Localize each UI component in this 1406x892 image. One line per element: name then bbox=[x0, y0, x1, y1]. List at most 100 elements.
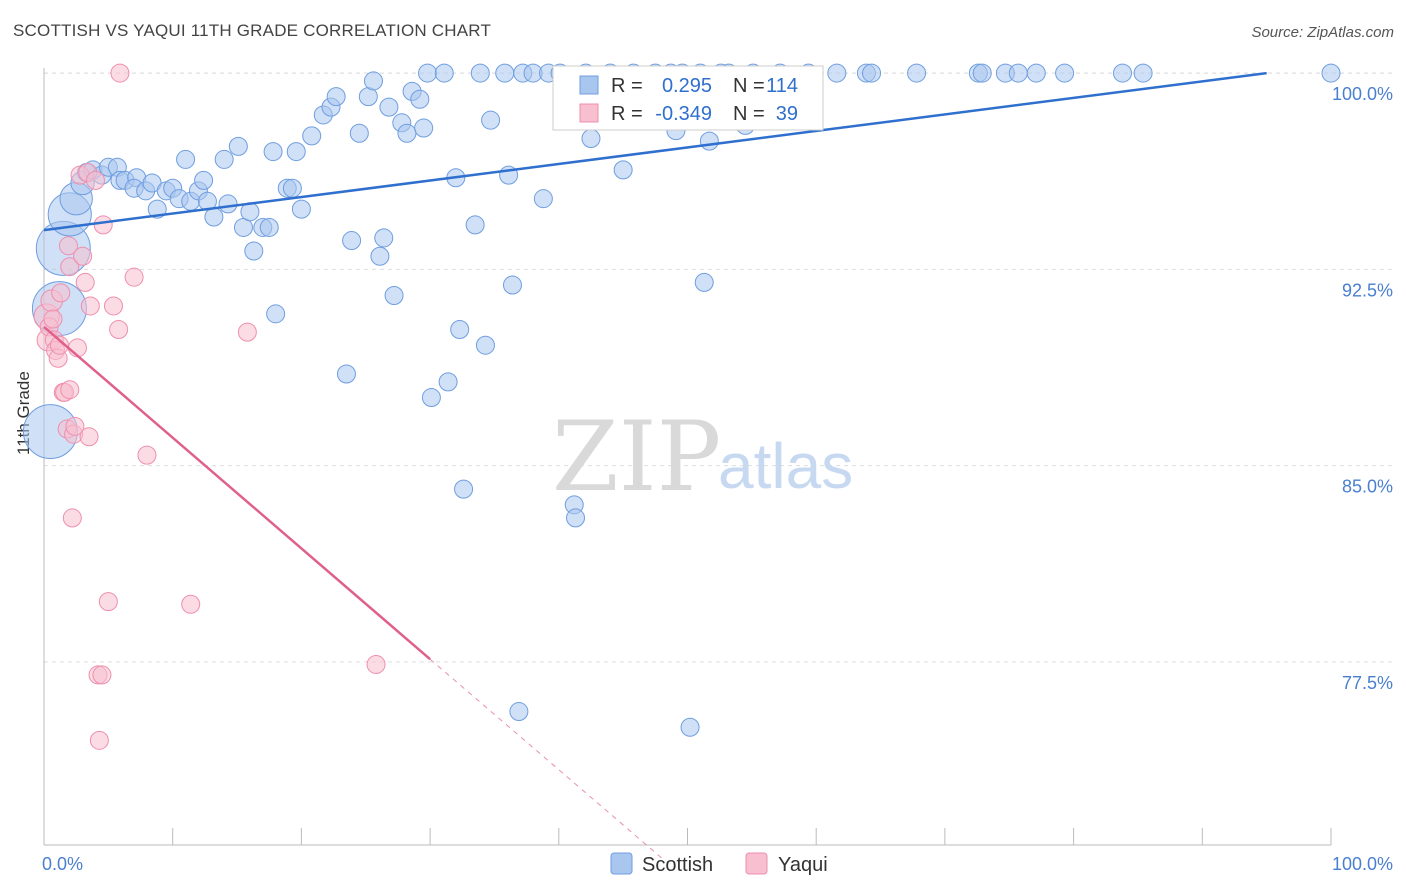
y-tick-label: 92.5% bbox=[1342, 280, 1393, 300]
scottish-point bbox=[862, 63, 882, 83]
yaqui-trendline bbox=[43, 325, 431, 661]
scottish-point bbox=[302, 126, 322, 146]
x-tick-label: 0.0% bbox=[42, 854, 83, 874]
scottish-point bbox=[326, 87, 346, 107]
yaqui-point bbox=[62, 508, 82, 528]
scottish-trendline bbox=[43, 71, 1267, 232]
scottish-point bbox=[282, 178, 302, 198]
scottish-point bbox=[1133, 63, 1153, 83]
scottish-point bbox=[418, 63, 438, 83]
yaqui-point bbox=[92, 665, 112, 685]
scottish-point bbox=[827, 63, 847, 83]
scottish-point bbox=[495, 63, 515, 83]
scottish-point bbox=[244, 241, 264, 261]
yaqui-point bbox=[80, 296, 100, 316]
scottish-point bbox=[410, 89, 430, 109]
stats-n-label-yaqui: N = bbox=[733, 103, 765, 125]
legend-label-yaqui: Yaqui bbox=[778, 854, 828, 876]
yaqui-point bbox=[43, 309, 63, 329]
yaqui-point bbox=[89, 730, 109, 750]
scottish-point bbox=[465, 215, 485, 235]
stats-r-label-yaqui: R = bbox=[611, 103, 643, 125]
yaqui-point bbox=[110, 63, 130, 83]
scottish-point bbox=[204, 207, 224, 227]
scottish-point bbox=[1026, 63, 1046, 83]
scottish-point bbox=[259, 217, 279, 237]
yaqui-trendline-extension bbox=[429, 658, 663, 859]
source-label: Source: ZipAtlas.com bbox=[1251, 24, 1394, 41]
yaqui-point bbox=[75, 272, 95, 292]
y-tick-label: 85.0% bbox=[1342, 477, 1393, 497]
x-tick-label: 100.0% bbox=[1332, 854, 1393, 874]
y-tick-label: 77.5% bbox=[1342, 673, 1393, 693]
scottish-point bbox=[481, 110, 501, 130]
stats-legend-box: R = 0.295 N = 114 R = -0.349 N = 39 bbox=[552, 65, 824, 131]
scottish-point bbox=[263, 142, 283, 162]
scottish-point bbox=[470, 63, 490, 83]
scottish-point bbox=[228, 136, 248, 156]
scottish-point bbox=[266, 304, 286, 324]
stats-swatch-scottish bbox=[579, 75, 599, 95]
stats-n-value-yaqui: 39 bbox=[776, 103, 798, 125]
yaqui-point bbox=[124, 267, 144, 287]
scottish-point bbox=[176, 149, 196, 169]
scottish-point bbox=[414, 118, 434, 138]
scottish-point bbox=[475, 335, 495, 355]
scottish-point bbox=[379, 97, 399, 117]
scottish-point bbox=[336, 364, 356, 384]
scottish-point bbox=[374, 228, 394, 248]
yaqui-point bbox=[137, 445, 157, 465]
yaqui-point bbox=[237, 322, 257, 342]
yaqui-point bbox=[60, 380, 80, 400]
watermark-zip: ZIP bbox=[552, 401, 721, 513]
trendlines bbox=[43, 71, 1267, 859]
scottish-point bbox=[581, 129, 601, 148]
yaqui-point bbox=[73, 246, 93, 266]
yaqui-point bbox=[109, 320, 129, 340]
scottish-point bbox=[363, 71, 383, 91]
yaqui-point bbox=[58, 236, 78, 256]
yaqui-point bbox=[98, 592, 118, 612]
yaqui-points bbox=[33, 63, 386, 750]
gridlines bbox=[44, 72, 1396, 663]
scottish-point bbox=[218, 194, 238, 214]
stats-r-value-yaqui: -0.349 bbox=[655, 103, 712, 125]
scottish-point bbox=[194, 170, 214, 190]
stats-r-value-scottish: 0.295 bbox=[662, 75, 712, 97]
scottish-point bbox=[384, 286, 404, 305]
yaqui-point bbox=[366, 654, 386, 674]
scottish-point bbox=[907, 63, 927, 83]
stats-r-label-scottish: R = bbox=[611, 75, 643, 97]
bottom-legend: Scottish Yaqui bbox=[610, 852, 828, 876]
stats-swatch-yaqui bbox=[579, 103, 599, 123]
yaqui-point bbox=[85, 170, 105, 190]
y-tick-label: 100.0% bbox=[1332, 84, 1393, 104]
scottish-point bbox=[286, 142, 306, 162]
legend-swatch-scottish bbox=[610, 852, 633, 875]
stats-n-value-scottish: 114 bbox=[766, 75, 798, 97]
scottish-point bbox=[699, 131, 719, 151]
watermark-atlas: atlas bbox=[718, 430, 853, 502]
scottish-point bbox=[397, 123, 417, 143]
yaqui-point bbox=[51, 283, 71, 303]
scottish-point bbox=[1055, 63, 1075, 83]
scottish-point bbox=[694, 272, 714, 292]
scottish-point bbox=[1113, 63, 1133, 83]
yaqui-point bbox=[79, 427, 99, 447]
scottish-point bbox=[450, 320, 470, 340]
scottish-point bbox=[370, 246, 390, 266]
scottish-point bbox=[533, 189, 553, 209]
scottish-point bbox=[566, 508, 586, 528]
scottish-point bbox=[214, 149, 234, 169]
scottish-point bbox=[438, 372, 458, 392]
scottish-point bbox=[509, 702, 529, 722]
scottish-point bbox=[1321, 63, 1341, 83]
scottish-point bbox=[349, 123, 369, 143]
yaqui-point bbox=[181, 594, 201, 614]
yaqui-point bbox=[60, 257, 80, 277]
scottish-point bbox=[502, 275, 522, 295]
legend-swatch-yaqui bbox=[745, 852, 768, 875]
chart-title: SCOTTISH VS YAQUI 11TH GRADE CORRELATION… bbox=[13, 21, 492, 40]
scottish-point bbox=[421, 388, 441, 408]
scottish-point bbox=[434, 63, 454, 83]
